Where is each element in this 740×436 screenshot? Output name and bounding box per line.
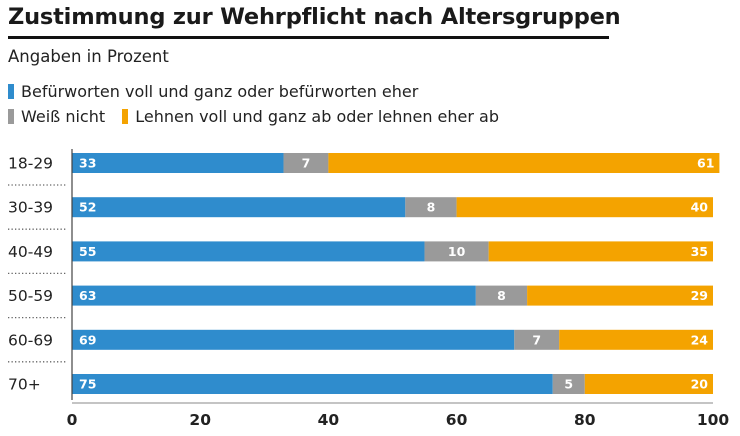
bar-segment-approve: [72, 197, 406, 218]
legend-label-dontknow: Weiß nicht: [21, 107, 106, 126]
chart-title: Zustimmung zur Wehrpflicht nach Altersgr…: [8, 4, 621, 30]
data-label-reject: 40: [691, 200, 709, 215]
data-label-reject: 29: [691, 288, 708, 303]
legend-swatch-reject: [122, 109, 129, 124]
data-label-approve: 75: [79, 377, 96, 392]
category-label: 18-29: [8, 155, 53, 173]
legend-row-2: Weiß nicht Lehnen voll und ganz ab oder …: [8, 107, 511, 128]
x-tick-label: 60: [446, 411, 468, 429]
x-tick-label: 100: [697, 411, 730, 429]
x-tick-label: 40: [318, 411, 340, 429]
bar-segment-approve: [72, 153, 284, 173]
legend-swatch-dontknow: [8, 109, 14, 124]
bar-segment-reject: [488, 241, 713, 262]
x-tick-label: 80: [574, 411, 596, 429]
bar-segment-approve: [72, 329, 515, 350]
legend-item-reject: Lehnen voll und ganz ab oder lehnen eher…: [122, 107, 499, 126]
bar-segment-reject: [584, 374, 713, 394]
category-label: 40-49: [8, 243, 53, 261]
bar-segment-dontknow: [424, 241, 489, 262]
category-label: 30-39: [8, 199, 53, 217]
data-label-reject: 24: [691, 332, 709, 347]
bar-segment-dontknow: [475, 285, 528, 306]
bar-segment-approve: [72, 374, 553, 394]
bar-segment-reject: [456, 197, 713, 218]
bar-segment-reject: [328, 153, 720, 173]
bar-segment-approve: [72, 241, 425, 262]
data-label-approve: 63: [79, 288, 96, 303]
bar-segment-reject: [527, 285, 713, 306]
category-label: 50-59: [8, 287, 53, 305]
category-label: 60-69: [8, 331, 53, 349]
data-label-reject: 61: [697, 156, 714, 171]
data-label-dontknow: 8: [497, 288, 506, 303]
data-label-dontknow: 7: [302, 156, 311, 171]
data-label-dontknow: 10: [448, 244, 466, 259]
bar-segment-dontknow: [514, 329, 560, 350]
legend-label-reject: Lehnen voll und ganz ab oder lehnen eher…: [135, 107, 499, 126]
title-rule: [8, 36, 609, 39]
x-tick-label: 0: [67, 411, 78, 429]
data-label-dontknow: 7: [532, 332, 541, 347]
legend-item-approve: Befürworten voll und ganz oder befürwort…: [8, 82, 418, 101]
legend-swatch-approve: [8, 84, 14, 99]
legend-label-approve: Befürworten voll und ganz oder befürwort…: [21, 82, 419, 101]
data-label-dontknow: 8: [427, 200, 436, 215]
category-label: 70+: [8, 376, 41, 394]
chart-subtitle: Angaben in Prozent: [8, 47, 169, 66]
bar-segment-dontknow: [283, 153, 329, 173]
bar-segment-approve: [72, 285, 476, 306]
data-label-approve: 69: [79, 332, 96, 347]
legend-row-1: Befürworten voll und ganz oder befürwort…: [8, 82, 430, 103]
legend-item-dontknow: Weiß nicht: [8, 107, 105, 126]
data-label-reject: 35: [691, 244, 708, 259]
data-label-approve: 52: [79, 200, 96, 215]
data-label-approve: 33: [79, 156, 96, 171]
data-label-dontknow: 5: [564, 377, 573, 392]
data-label-approve: 55: [79, 244, 96, 259]
bar-segment-dontknow: [552, 374, 585, 394]
bar-segment-reject: [559, 329, 713, 350]
x-tick-label: 20: [189, 411, 211, 429]
bar-segment-dontknow: [405, 197, 457, 218]
data-label-reject: 20: [691, 377, 709, 392]
